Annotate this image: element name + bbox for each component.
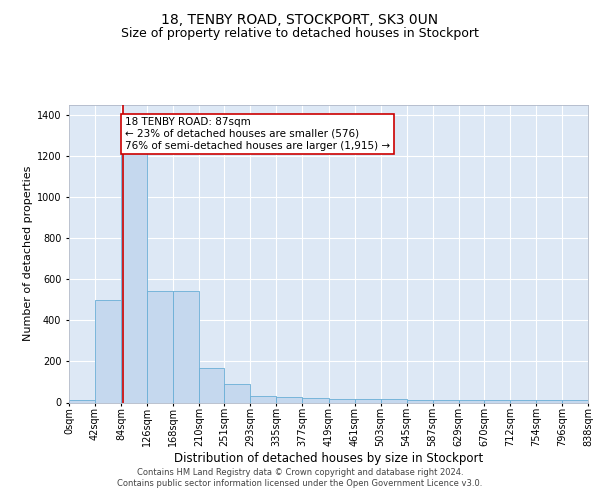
Bar — [69, 400, 95, 402]
Bar — [433, 400, 458, 402]
Bar — [510, 400, 536, 402]
Bar — [250, 396, 277, 402]
X-axis label: Distribution of detached houses by size in Stockport: Distribution of detached houses by size … — [174, 452, 483, 464]
Bar — [199, 368, 224, 402]
Bar — [458, 400, 484, 402]
Bar — [302, 398, 329, 402]
Bar — [536, 400, 562, 402]
Text: 18 TENBY ROAD: 87sqm
← 23% of detached houses are smaller (576)
76% of semi-deta: 18 TENBY ROAD: 87sqm ← 23% of detached h… — [125, 118, 390, 150]
Bar — [173, 290, 199, 403]
Bar — [121, 122, 147, 402]
Bar — [355, 400, 380, 402]
Text: Contains HM Land Registry data © Crown copyright and database right 2024.
Contai: Contains HM Land Registry data © Crown c… — [118, 468, 482, 487]
Bar — [407, 400, 433, 402]
Bar — [147, 290, 173, 403]
Text: Size of property relative to detached houses in Stockport: Size of property relative to detached ho… — [121, 28, 479, 40]
Bar — [95, 300, 121, 402]
Y-axis label: Number of detached properties: Number of detached properties — [23, 166, 32, 342]
Bar — [277, 398, 302, 402]
Bar — [380, 400, 407, 402]
Bar — [562, 400, 588, 402]
Bar — [329, 400, 355, 402]
Text: 18, TENBY ROAD, STOCKPORT, SK3 0UN: 18, TENBY ROAD, STOCKPORT, SK3 0UN — [161, 12, 439, 26]
Bar — [484, 400, 510, 402]
Bar — [224, 384, 250, 402]
